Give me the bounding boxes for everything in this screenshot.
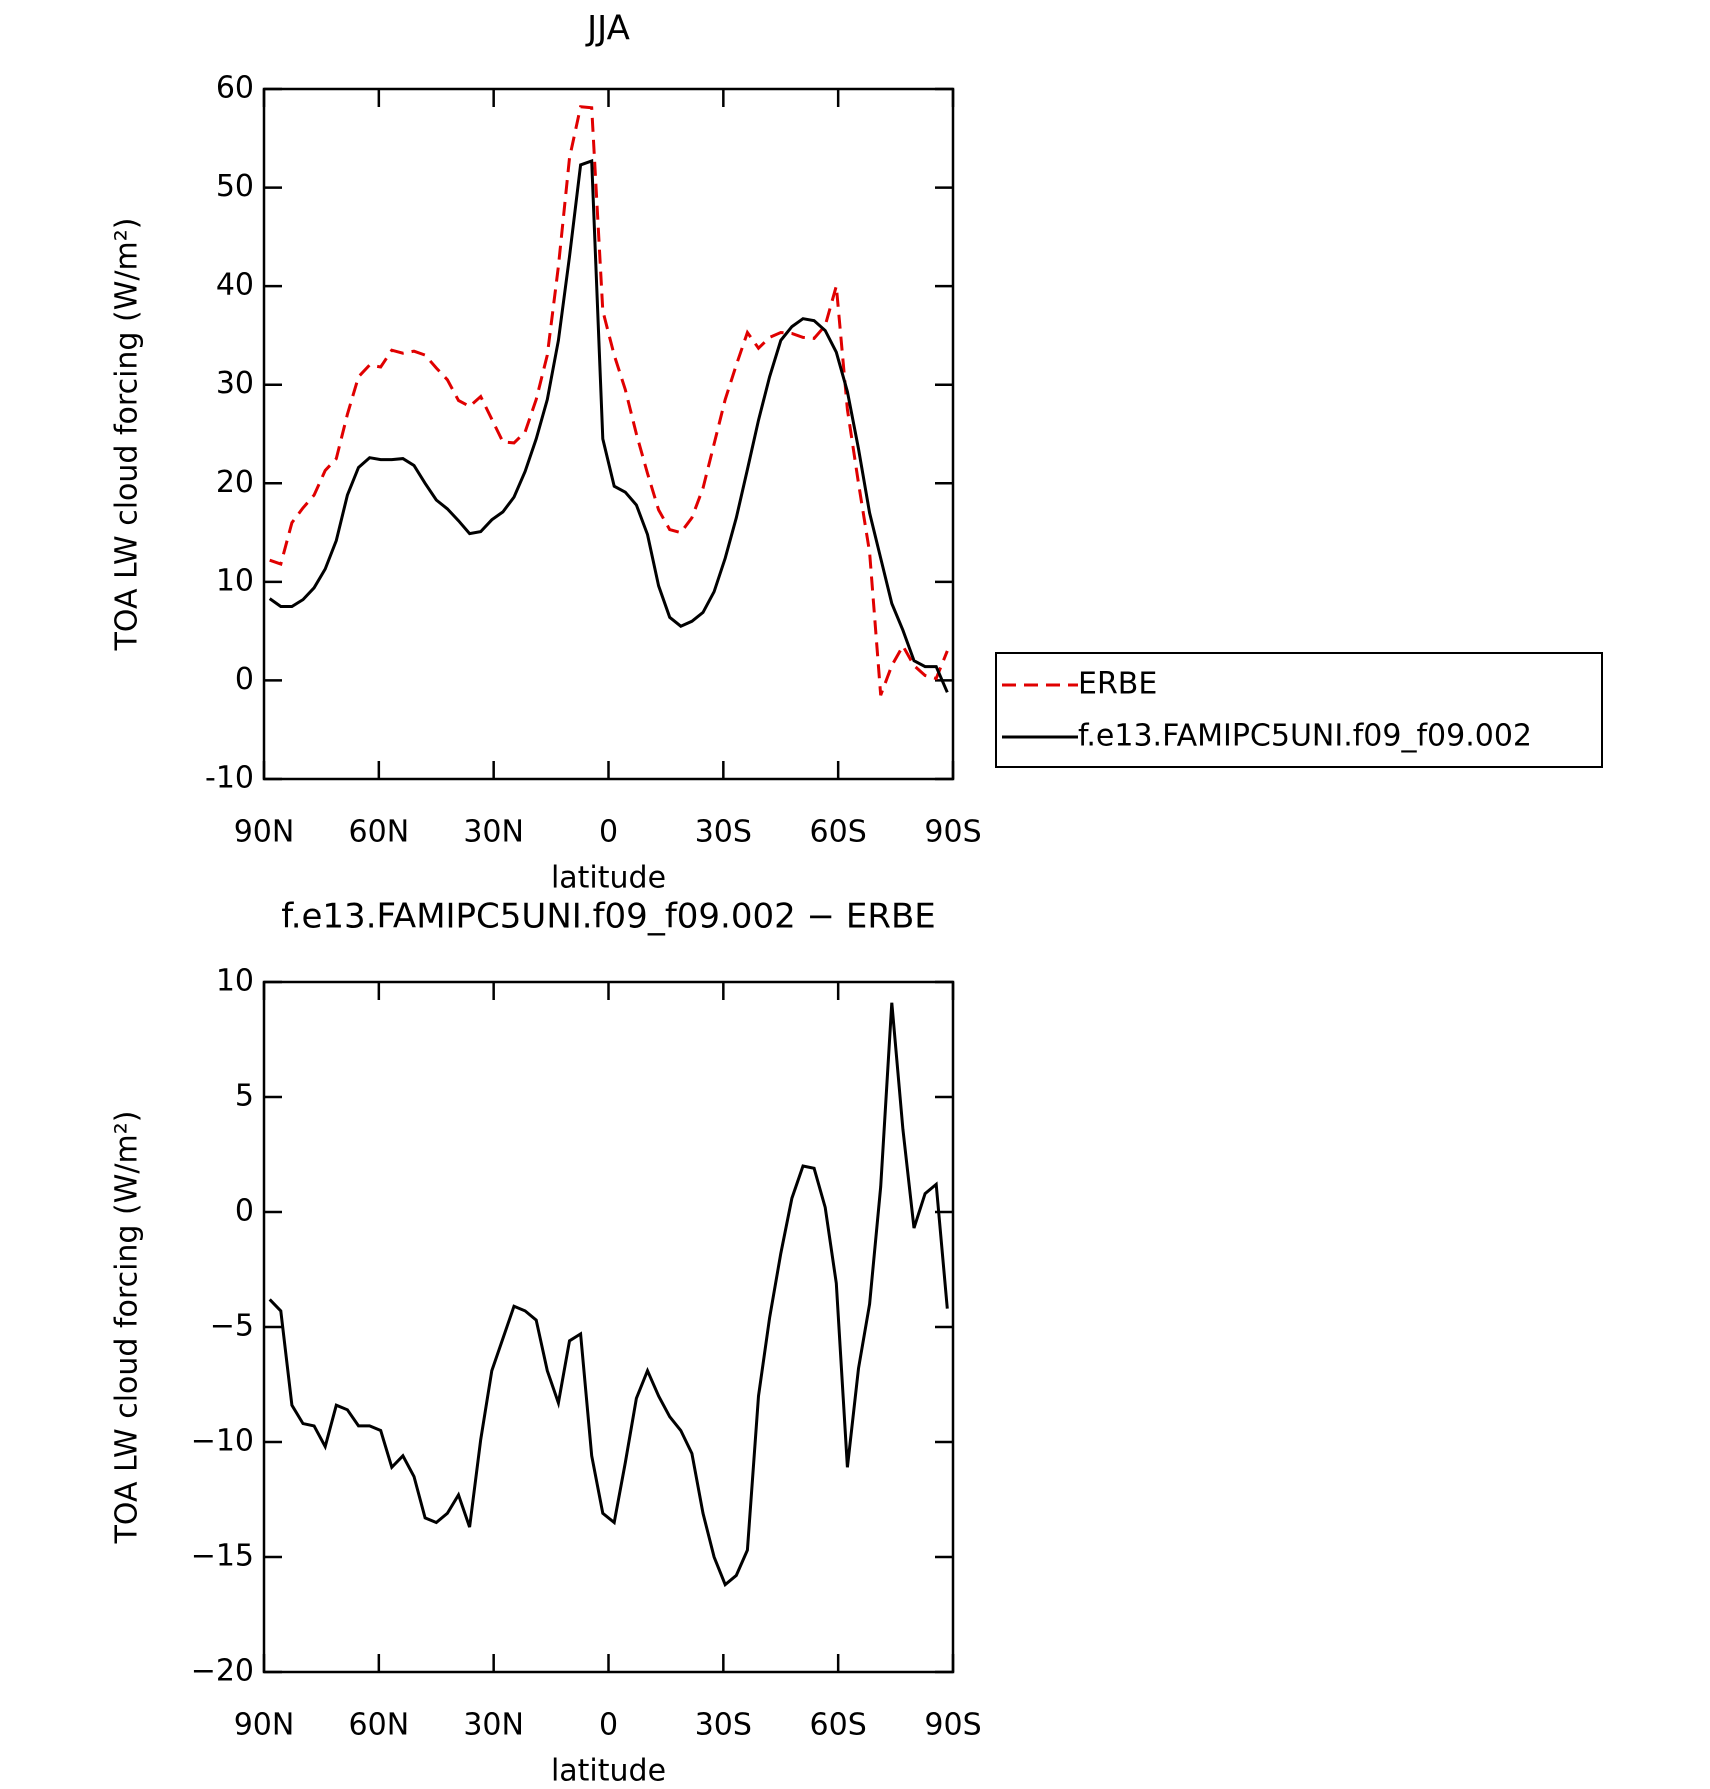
x-tick-label: 60S — [810, 815, 867, 850]
y-tick-label: 50 — [216, 169, 254, 204]
x-axis-label: latitude — [551, 861, 666, 896]
y-tick-label: 60 — [216, 71, 254, 106]
x-axis-label: latitude — [551, 1754, 666, 1789]
y-tick-label: 0 — [235, 1194, 254, 1229]
plot-frame — [262, 980, 955, 1674]
y-tick-label: 20 — [216, 465, 254, 500]
y-tick-label: 40 — [216, 268, 254, 303]
x-tick-label: 90N — [234, 1708, 295, 1743]
x-tick-label: 0 — [599, 815, 618, 850]
y-tick-label: 5 — [235, 1079, 254, 1114]
x-tick-label: 90S — [924, 815, 981, 850]
y-axis-label: TOA LW cloud forcing (W/m²) — [110, 218, 145, 652]
chart-title: f.e13.FAMIPC5UNI.f09_f09.002 − ERBE — [281, 897, 936, 937]
x-tick-label: 0 — [599, 1708, 618, 1743]
y-tick-label: 0 — [235, 662, 254, 697]
y-tick-label: -10 — [205, 761, 254, 796]
legend-label: ERBE — [1078, 667, 1157, 702]
y-tick-label: 10 — [216, 964, 254, 999]
data-line — [269, 105, 949, 696]
data-line — [268, 1002, 949, 1588]
y-tick-label: −20 — [191, 1654, 254, 1689]
x-tick-label: 60S — [810, 1708, 867, 1743]
y-tick-label: 10 — [216, 563, 254, 598]
x-tick-label: 30S — [695, 1708, 752, 1743]
x-tick-label: 90N — [234, 815, 295, 850]
data-line — [268, 158, 949, 693]
legend-box — [995, 652, 1603, 768]
chart-title: JJA — [585, 9, 630, 49]
x-tick-label: 30S — [695, 815, 752, 850]
y-tick-label: −5 — [210, 1309, 254, 1344]
y-tick-label: −10 — [191, 1424, 254, 1459]
x-tick-label: 90S — [924, 1708, 981, 1743]
x-tick-label: 30N — [463, 815, 524, 850]
x-tick-label: 60N — [349, 1708, 410, 1743]
y-axis-label: TOA LW cloud forcing (W/m²) — [110, 1111, 145, 1545]
y-tick-label: 30 — [216, 366, 254, 401]
y-tick-label: −15 — [191, 1539, 254, 1574]
legend-label: f.e13.FAMIPC5UNI.f09_f09.002 — [1078, 719, 1532, 754]
legend: ERBE f.e13.FAMIPC5UNI.f09_f09.002 — [995, 652, 1603, 768]
x-tick-label: 60N — [349, 815, 410, 850]
x-tick-label: 30N — [463, 1708, 524, 1743]
